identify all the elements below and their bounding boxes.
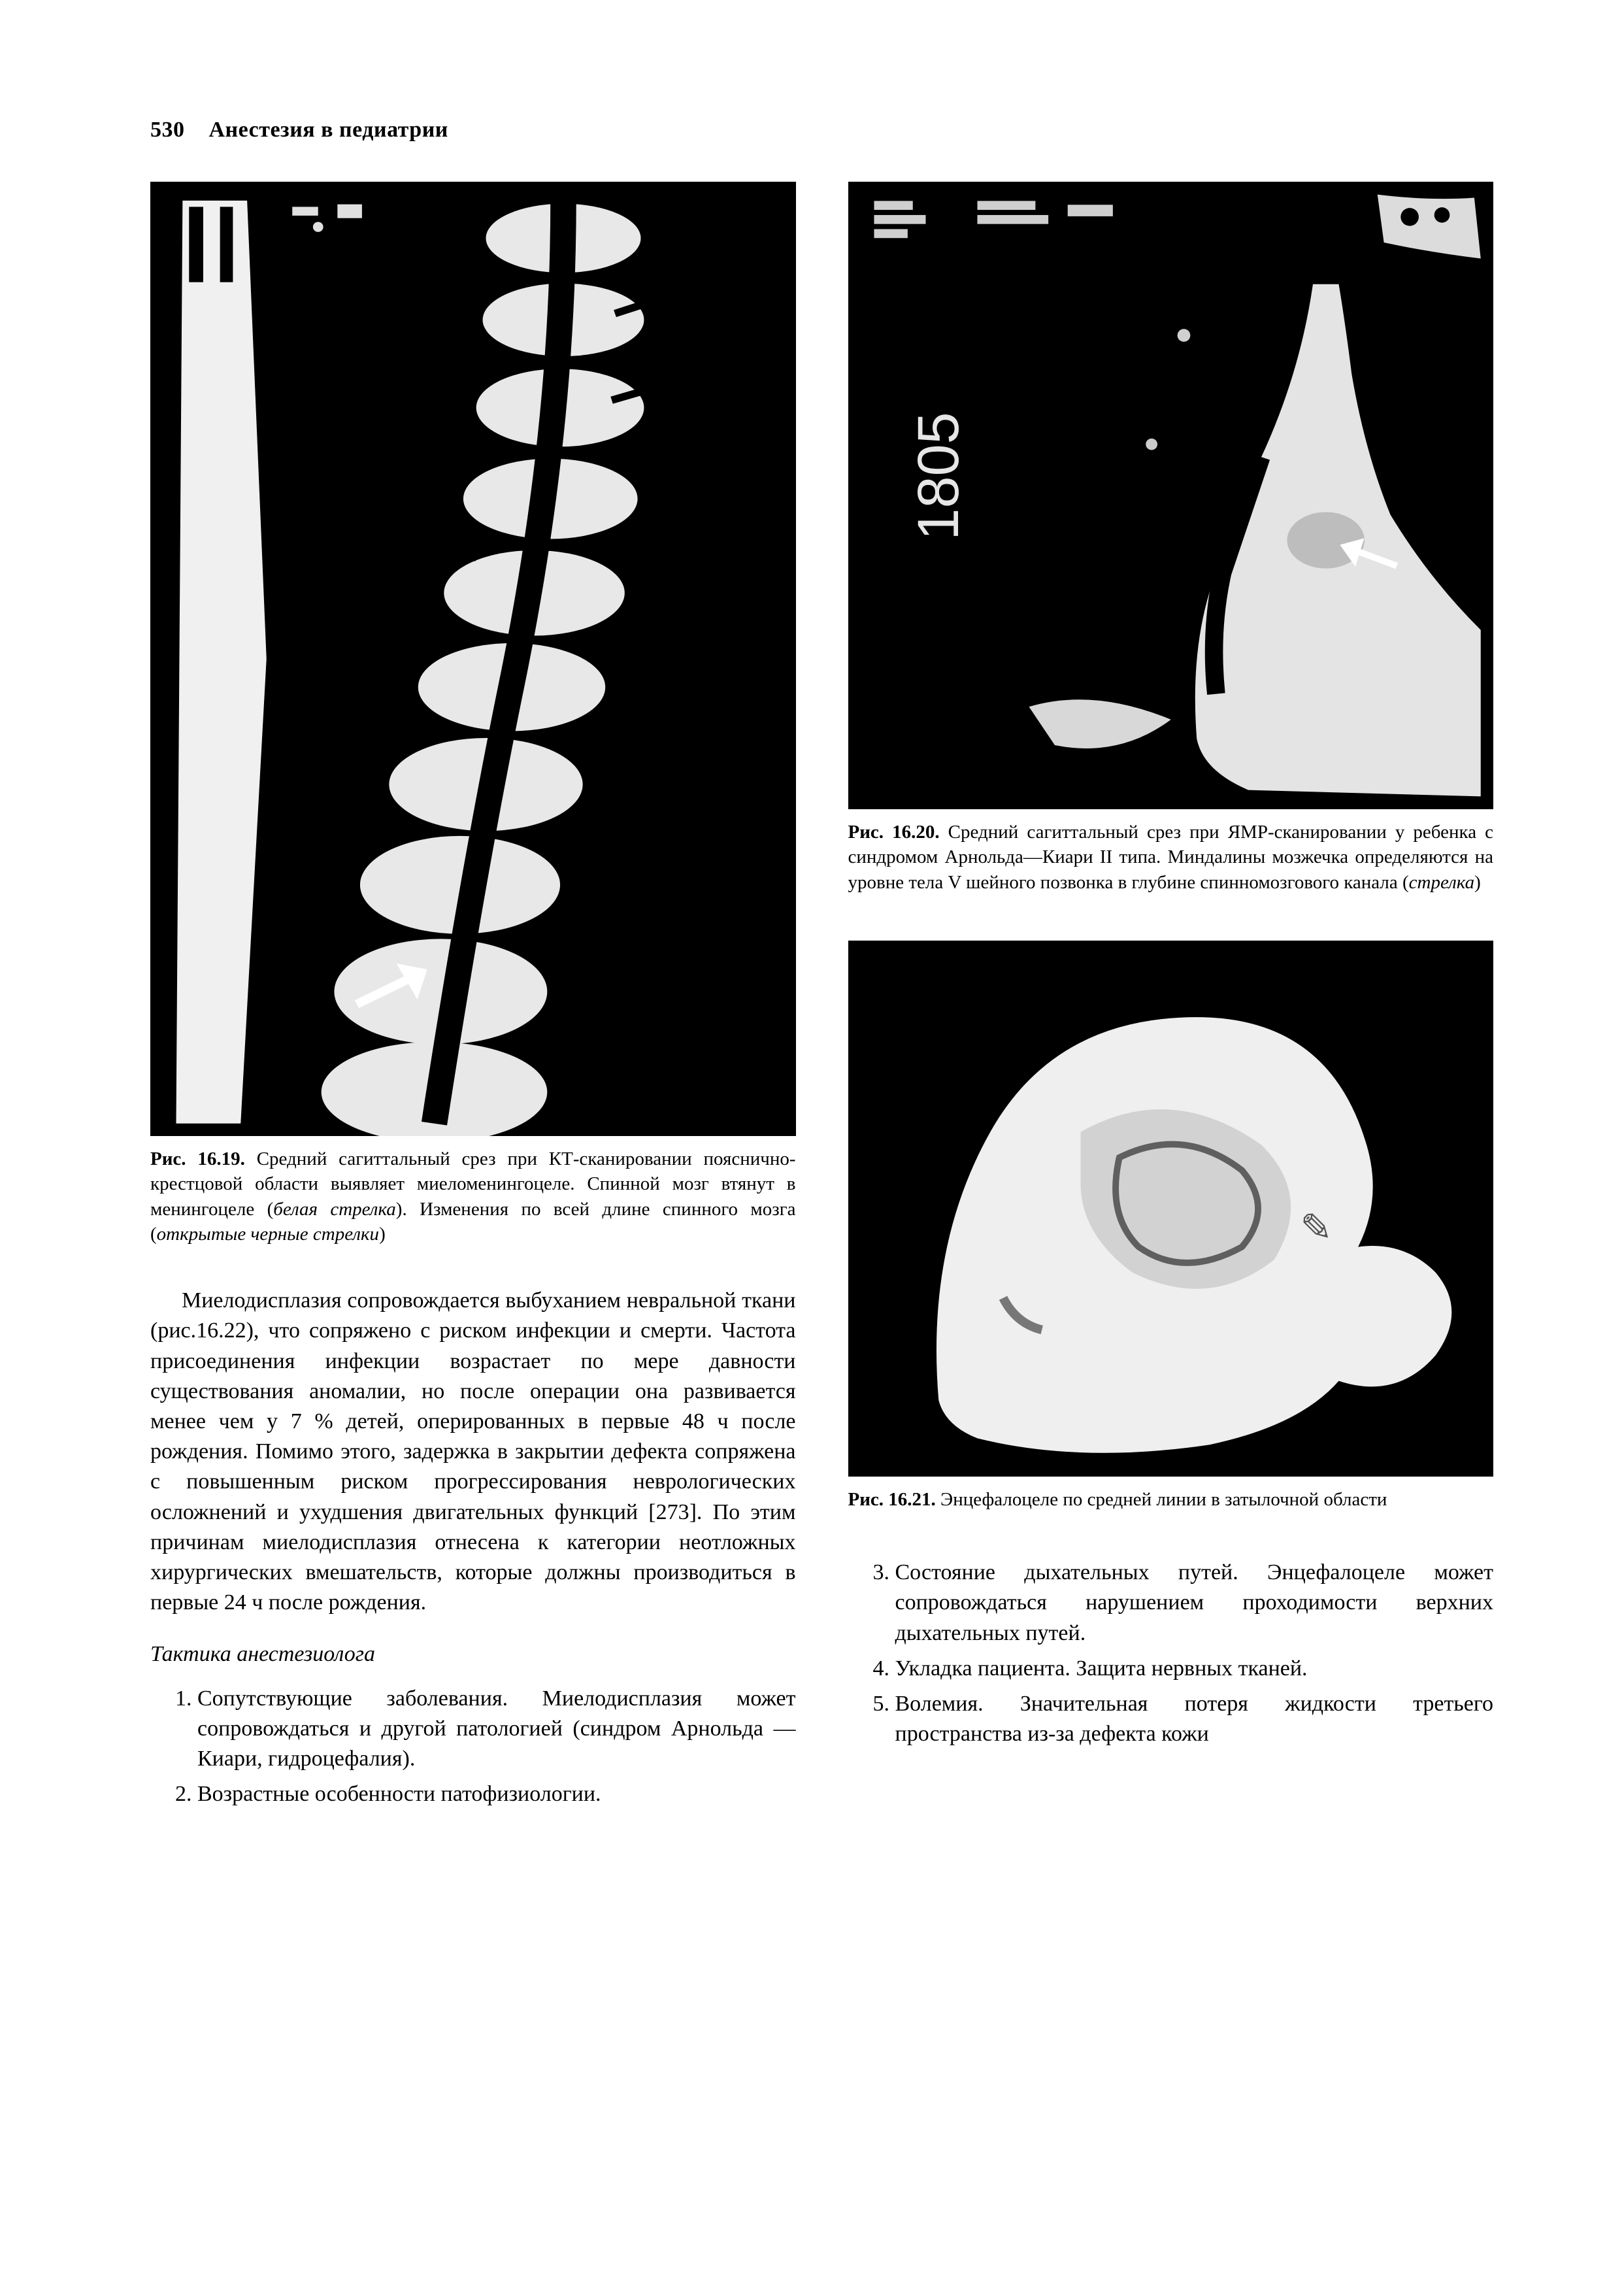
caption-text: ) [1474, 872, 1481, 893]
figure-16-19: Рис. 16.19. Средний сагиттальный срез пр… [150, 182, 796, 1247]
caption-italic: белая стрелка [273, 1199, 396, 1220]
figure-16-19-image [150, 182, 796, 1136]
page: 530 Анестезия в педиатрии [0, 0, 1624, 2293]
figure-label: Рис. 16.20. [848, 822, 940, 843]
figure-16-21-image: ✎ [848, 941, 1494, 1477]
figure-16-20-caption: Рис. 16.20. Средний сагиттальный срез пр… [848, 820, 1494, 895]
mri-scan-icon: 1805 [848, 182, 1494, 809]
figure-16-21: ✎ Рис. 16.21. Энцефалоцеле по средней ли… [848, 941, 1494, 1512]
figure-16-21-caption: Рис. 16.21. Энцефалоцеле по средней лини… [848, 1487, 1494, 1512]
left-column: Рис. 16.19. Средний сагиттальный срез пр… [150, 182, 796, 1815]
list-item: Укладка пациента. Защита нервных тканей. [895, 1654, 1494, 1684]
tactics-list-left: Сопутствующие заболевания. Миелодисплази… [150, 1684, 796, 1810]
caption-text: Средний сагиттальный срез при ЯМР-сканир… [848, 822, 1494, 893]
encephalocele-icon: ✎ [848, 941, 1494, 1477]
list-item: Сопутствующие заболевания. Миелодисплази… [197, 1684, 796, 1775]
figure-16-19-caption: Рис. 16.19. Средний сагиттальный срез пр… [150, 1146, 796, 1247]
running-head-text: Анестезия в педиатрии [209, 118, 448, 142]
figure-label: Рис. 16.21. [848, 1489, 936, 1510]
page-number: 530 [150, 118, 185, 142]
figure-label: Рис. 16.19. [150, 1148, 245, 1169]
figure-16-20-image: 1805 [848, 182, 1494, 809]
two-column-layout: Рис. 16.19. Средний сагиттальный срез пр… [150, 182, 1493, 1815]
subheading: Тактика анестезиолога [150, 1642, 796, 1667]
list-item: Волемия. Значительная потеря жидкости тр… [895, 1689, 1494, 1749]
right-column: 1805 [848, 182, 1494, 1815]
scan-overlay-label: 1805 [905, 412, 970, 540]
list-item: Возрастные особенности патофизиологии. [197, 1779, 796, 1809]
tactics-list-right: Состояние дыхательных путей. Энцефалоцел… [848, 1558, 1494, 1749]
running-header: 530 Анестезия в педиатрии [150, 118, 1493, 142]
caption-italic: стрелка [1409, 872, 1474, 893]
figure-16-20: 1805 [848, 182, 1494, 895]
body-paragraph: Миелодисплазия сопровождается выбуханием… [150, 1286, 796, 1618]
caption-text: ) [379, 1224, 386, 1245]
caption-text: Энцефалоцеле по средней линии в затылочн… [940, 1489, 1387, 1510]
svg-text:✎: ✎ [1300, 1207, 1333, 1249]
ct-scan-icon [150, 182, 796, 1136]
list-item: Состояние дыхательных путей. Энцефалоцел… [895, 1558, 1494, 1649]
caption-italic: открытые черные стрелки [157, 1224, 379, 1245]
